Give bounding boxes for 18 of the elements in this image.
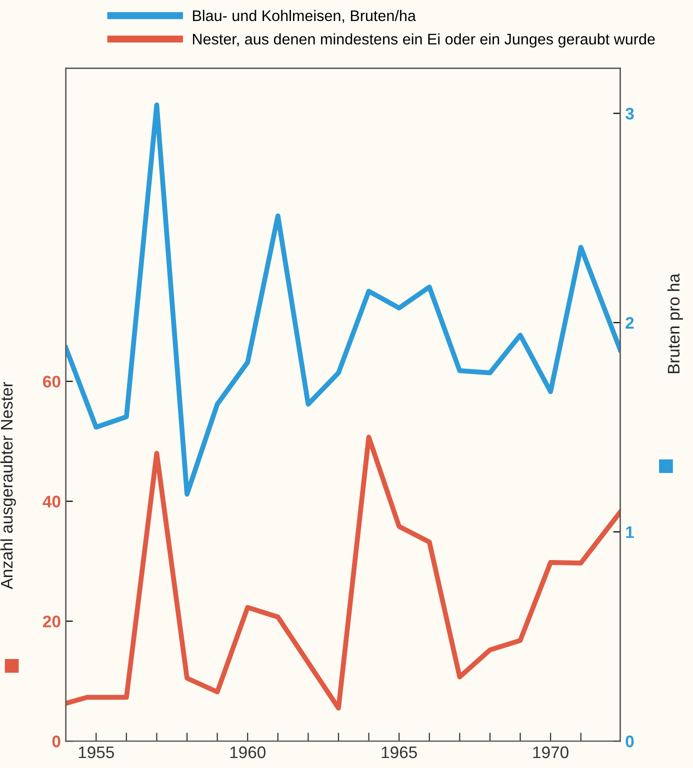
y2-tick-label: 1 — [626, 526, 634, 538]
legend-label: Nester, aus denen mindestens ein Ei oder ein Junges geraubt wurde — [192, 33, 655, 48]
x-tick-label: 1955 — [78, 746, 114, 758]
x-tick-label: 1970 — [533, 746, 568, 758]
y-tick-label: 0 — [52, 736, 60, 748]
y2-tick-label: 2 — [626, 317, 634, 329]
y-tick-label: 40 — [42, 496, 60, 508]
y-axis-title: Anzahl ausgeraubter Nester — [0, 382, 16, 590]
y2-tick-label: 0 — [626, 736, 634, 748]
x-tick-label: 1965 — [382, 746, 417, 758]
line-series — [66, 102, 620, 497]
y-tick-label: 60 — [43, 376, 60, 388]
x-tick-label: 1960 — [230, 746, 266, 758]
y2-tick-label: 3 — [625, 108, 634, 120]
y2-axis-title: Bruten pro ha — [667, 274, 683, 374]
legend-label: Blau- und Kohlmeisen, Bruten/ha — [192, 10, 416, 23]
line-series — [66, 434, 620, 711]
y-tick-label: 20 — [43, 616, 60, 628]
